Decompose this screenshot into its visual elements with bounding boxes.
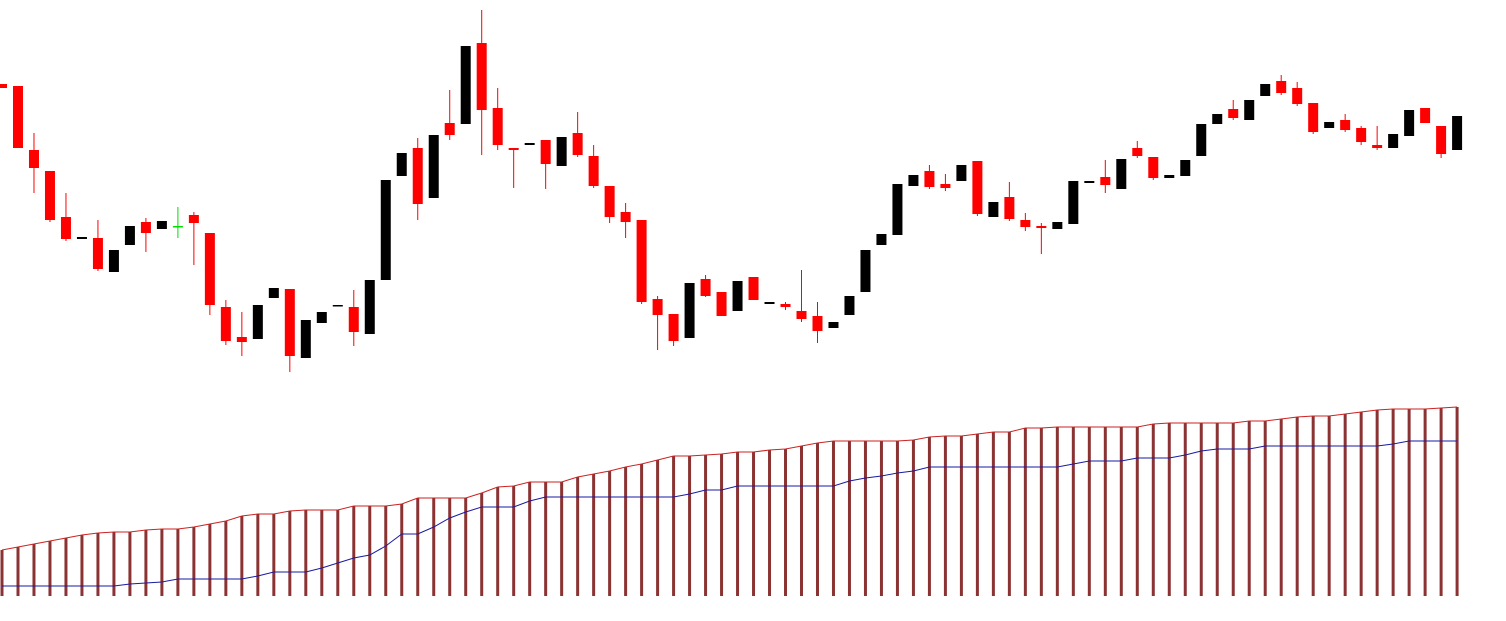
candle-body — [716, 292, 727, 316]
candle-body — [1116, 159, 1127, 189]
candle-body — [252, 305, 263, 339]
candle-body — [940, 184, 951, 188]
candle-body — [172, 226, 183, 228]
candle-body — [540, 140, 551, 164]
candle-body — [1388, 134, 1399, 148]
candle-body — [764, 302, 775, 304]
candle-body — [396, 153, 407, 176]
candle-body — [44, 171, 55, 220]
candle-body — [684, 283, 695, 338]
candle-body — [1276, 81, 1287, 93]
candle-body — [988, 202, 999, 217]
candle-body — [1052, 222, 1063, 229]
candle-body — [1228, 109, 1239, 118]
candle-body — [812, 316, 823, 331]
candle-body — [428, 135, 439, 198]
candle-body — [124, 226, 135, 245]
candle-body — [460, 46, 471, 124]
candle-body — [188, 215, 199, 223]
candle-body — [892, 184, 903, 235]
candle-body — [556, 137, 567, 166]
candle-body — [1084, 181, 1095, 183]
candle-body — [492, 108, 503, 145]
candle-body — [92, 238, 103, 269]
candle-body — [1260, 84, 1271, 96]
candle-body — [348, 307, 359, 332]
candle-body — [60, 217, 71, 239]
candle-body — [284, 289, 295, 356]
candle-body — [108, 250, 119, 272]
candle-body — [300, 320, 311, 358]
candle-body — [1308, 103, 1319, 132]
candle-body — [140, 222, 151, 233]
candle-body — [604, 186, 615, 217]
candle-body — [332, 305, 343, 307]
candle-body — [908, 175, 919, 186]
candle-body — [780, 304, 791, 307]
candle-body — [364, 280, 375, 334]
candle-body — [972, 161, 983, 214]
candle-body — [1148, 157, 1159, 178]
candle-body — [1292, 88, 1303, 104]
candle-body — [1372, 145, 1383, 148]
candle-body — [1452, 116, 1463, 150]
candle-body — [380, 180, 391, 280]
candle-body — [76, 237, 87, 239]
candle-body — [652, 299, 663, 315]
candle-body — [668, 314, 679, 341]
candle-body — [1196, 124, 1207, 156]
candle-body — [924, 171, 935, 187]
candle-body — [1356, 128, 1367, 142]
candle-body — [316, 312, 327, 323]
candle-body — [860, 250, 871, 292]
candle-body — [1068, 181, 1079, 224]
candle-body — [204, 233, 215, 305]
candle-body — [476, 43, 487, 110]
candle-body — [1212, 114, 1223, 124]
candle-body — [1420, 108, 1431, 123]
candle-body — [1100, 177, 1111, 185]
candle-body — [1324, 122, 1335, 128]
candle-body — [1436, 126, 1447, 154]
candle-body — [956, 165, 967, 181]
candle-body — [0, 84, 7, 88]
candle-body — [844, 296, 855, 315]
candle-body — [1340, 120, 1351, 130]
candle-body — [524, 143, 535, 145]
candle-body — [620, 212, 631, 222]
candle-body — [444, 123, 455, 135]
candle-body — [28, 150, 39, 168]
candle-body — [268, 288, 279, 298]
candle-body — [748, 277, 759, 300]
candle-body — [1132, 148, 1143, 156]
candle-body — [1404, 110, 1415, 136]
candle-body — [572, 133, 583, 155]
candle-body — [796, 311, 807, 319]
candle-body — [1244, 100, 1255, 120]
candle-body — [700, 279, 711, 296]
candle-body — [508, 148, 519, 150]
histogram-outline — [1, 406, 1458, 551]
candle-body — [636, 220, 647, 302]
candle-body — [412, 148, 423, 204]
indicator-line — [2, 440, 1458, 587]
candle-body — [1036, 226, 1047, 228]
candle-body — [12, 86, 23, 148]
candle-body — [876, 234, 887, 245]
candle-body — [1180, 160, 1191, 176]
candle-body — [1020, 220, 1031, 227]
candle-body — [236, 337, 247, 342]
candle-body — [732, 281, 743, 311]
candle-body — [828, 322, 839, 328]
candle-body — [588, 156, 599, 186]
candle-body — [1164, 175, 1175, 178]
candle-body — [220, 307, 231, 341]
candle-body — [156, 221, 167, 229]
candle-body — [1004, 197, 1015, 219]
